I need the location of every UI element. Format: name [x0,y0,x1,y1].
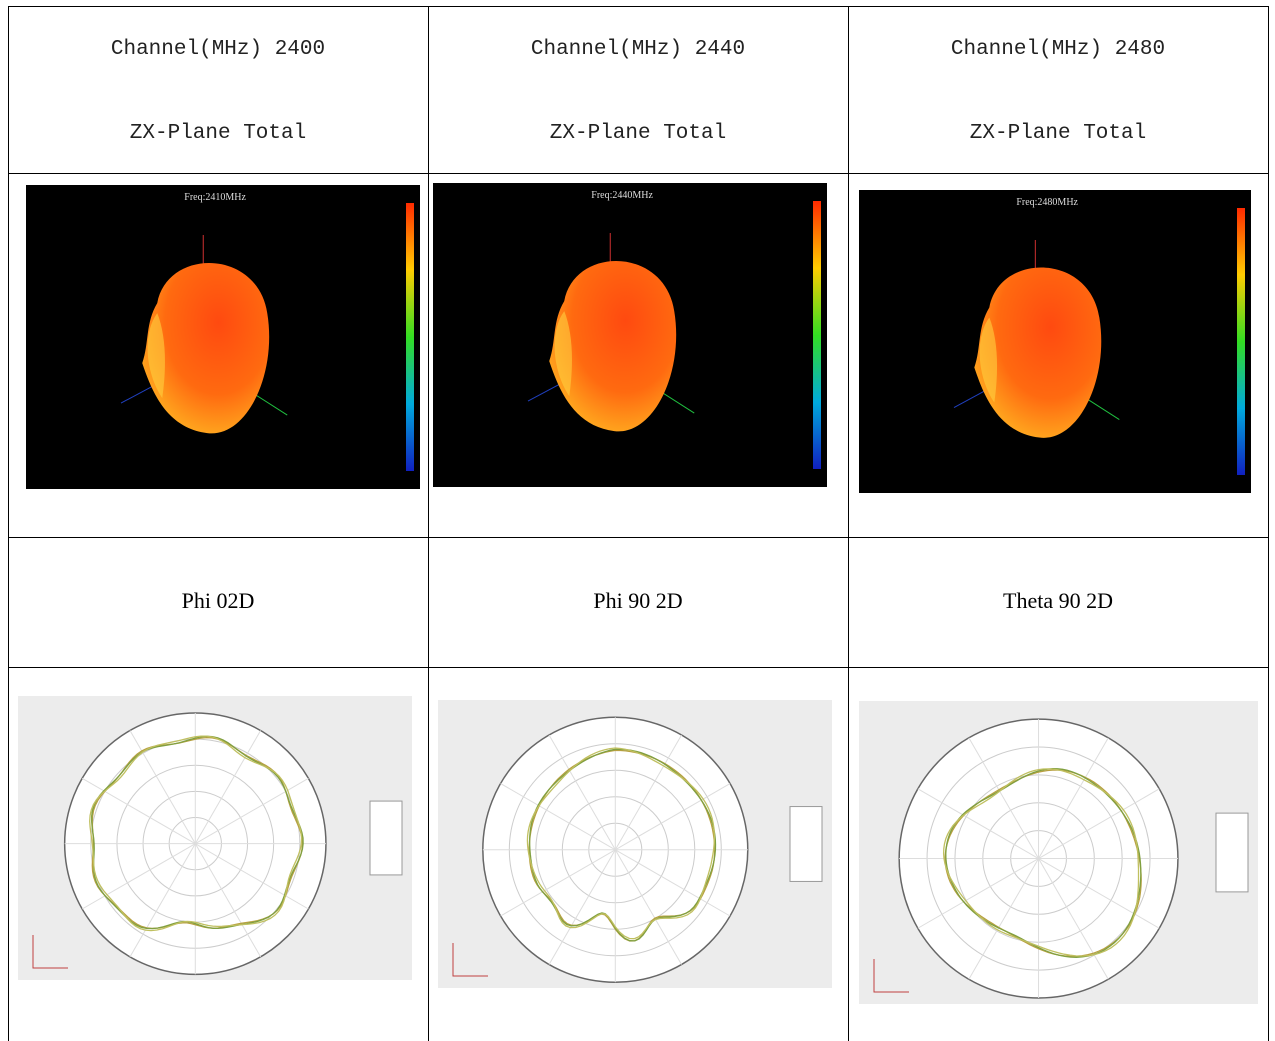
cut-label: Theta 90 2D [848,588,1268,614]
pattern-3d-image: Freq:2480MHz [859,190,1251,493]
color-bar [813,201,821,469]
freq-label: Freq:2440MHz [591,190,653,201]
polar-plot-image [859,701,1258,1004]
freq-label: Freq:2410MHz [184,192,246,203]
table-border [8,537,1268,538]
cut-label: Phi 90 2D [428,588,848,614]
channel-label: Channel(MHz) 2440 [428,38,848,61]
table-border [8,173,1268,174]
plane-label: ZX-Plane Total [428,122,848,145]
table-border [848,6,849,1041]
table-border [1268,6,1269,1041]
freq-label: Freq:2480MHz [1016,197,1078,208]
channel-label: Channel(MHz) 2400 [8,38,428,61]
polar-plot-image [18,696,412,980]
cut-label: Phi 02D [8,588,428,614]
color-bar [1237,208,1245,475]
plane-label: ZX-Plane Total [848,122,1268,145]
legend-box [790,807,822,882]
table-border [8,6,9,1041]
table-border [428,6,429,1041]
legend-box [370,801,402,875]
channel-label: Channel(MHz) 2480 [848,38,1268,61]
pattern-3d-image: Freq:2440MHz [433,183,827,487]
polar-plot-image [438,700,832,988]
pattern-3d-image: Freq:2410MHz [26,185,420,489]
table-border [8,6,1268,7]
color-bar [406,203,414,471]
legend-box [1216,813,1248,892]
table-border [8,667,1268,668]
document: Channel(MHz) 2400 ZX-Plane Total Channel(M… [0,0,1275,1041]
plane-label: ZX-Plane Total [8,122,428,145]
